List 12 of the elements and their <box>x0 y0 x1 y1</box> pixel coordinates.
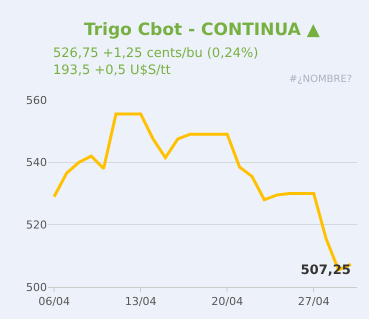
chart-subtitle: 526,75 +1,25 cents/bu (0,24%) 193,5 +0,5 U$S/tt <box>53 46 258 78</box>
x-tick-label: 13/04 <box>124 295 157 308</box>
y-tick-label: 520 <box>26 218 47 232</box>
x-tick-label: 20/04 <box>211 295 244 308</box>
data-label: 507,25 <box>300 263 351 278</box>
y-tick-label: 560 <box>26 94 47 107</box>
x-tick-label: 06/04 <box>38 295 70 308</box>
text: #¿NOMBRE? <box>289 74 352 85</box>
y-tick-label: 540 <box>26 156 47 170</box>
y-tick-label: 500 <box>26 280 47 294</box>
chart-title: Trigo Cbot - CONTINUA ▲ <box>84 20 321 40</box>
x-tick-label: 27/04 <box>298 295 330 308</box>
